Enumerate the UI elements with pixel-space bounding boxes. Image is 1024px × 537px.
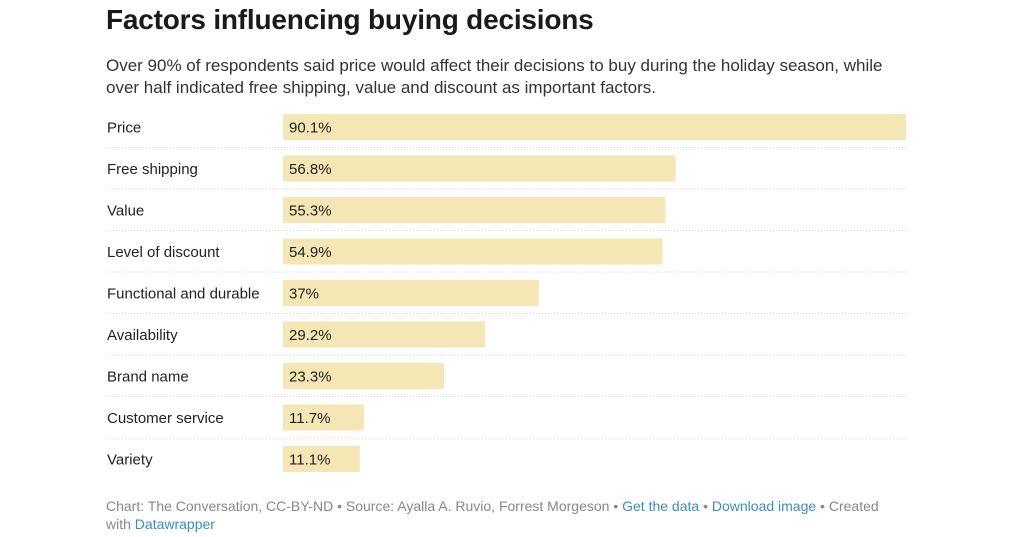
value-label: 55.3% xyxy=(289,203,332,220)
datawrapper-link[interactable]: Datawrapper xyxy=(134,516,215,532)
bar xyxy=(283,404,364,431)
value-label: 37% xyxy=(289,286,319,303)
source-text: Source: Ayalla A. Ruvio, Forrest Morgeso… xyxy=(345,498,610,514)
category-label: Level of discount xyxy=(107,244,220,261)
value-label: 29.2% xyxy=(289,327,332,344)
bar xyxy=(283,446,360,472)
category-label: Variety xyxy=(107,452,153,469)
separator: • xyxy=(333,498,346,514)
value-label: 23.3% xyxy=(289,369,332,386)
bar xyxy=(283,114,906,140)
bar xyxy=(283,238,663,265)
created-with-text: Created with xyxy=(106,498,879,532)
separator: • xyxy=(816,498,829,514)
value-label: 56.8% xyxy=(289,161,332,178)
bar xyxy=(283,363,445,389)
bar xyxy=(283,197,666,223)
category-label: Value xyxy=(107,203,144,220)
category-label: Price xyxy=(107,120,141,137)
bar xyxy=(283,280,539,306)
value-label: 54.9% xyxy=(289,244,332,261)
bar xyxy=(283,155,676,182)
credit-text: Chart: The Conversation, CC-BY-ND xyxy=(106,498,334,514)
download-image-link[interactable]: Download image xyxy=(711,498,817,514)
category-label: Functional and durable xyxy=(107,286,260,303)
bar xyxy=(283,321,485,348)
chart-title: Factors influencing buying decisions xyxy=(106,4,594,35)
separator: • xyxy=(609,498,623,514)
chart-footer: Chart: The Conversation, CC-BY-ND • Sour… xyxy=(106,497,906,533)
separator: • xyxy=(699,498,712,514)
category-label: Customer service xyxy=(107,410,224,427)
value-label: 11.1% xyxy=(289,452,330,469)
chart-subtitle: Over 90% of respondents said price would… xyxy=(106,56,883,97)
value-label: 11.7% xyxy=(289,410,330,427)
category-label: Brand name xyxy=(107,369,189,386)
category-label: Availability xyxy=(107,327,178,344)
value-label: 90.1% xyxy=(289,120,332,137)
get-data-link[interactable]: Get the data xyxy=(622,498,700,514)
category-label: Free shipping xyxy=(107,161,198,178)
